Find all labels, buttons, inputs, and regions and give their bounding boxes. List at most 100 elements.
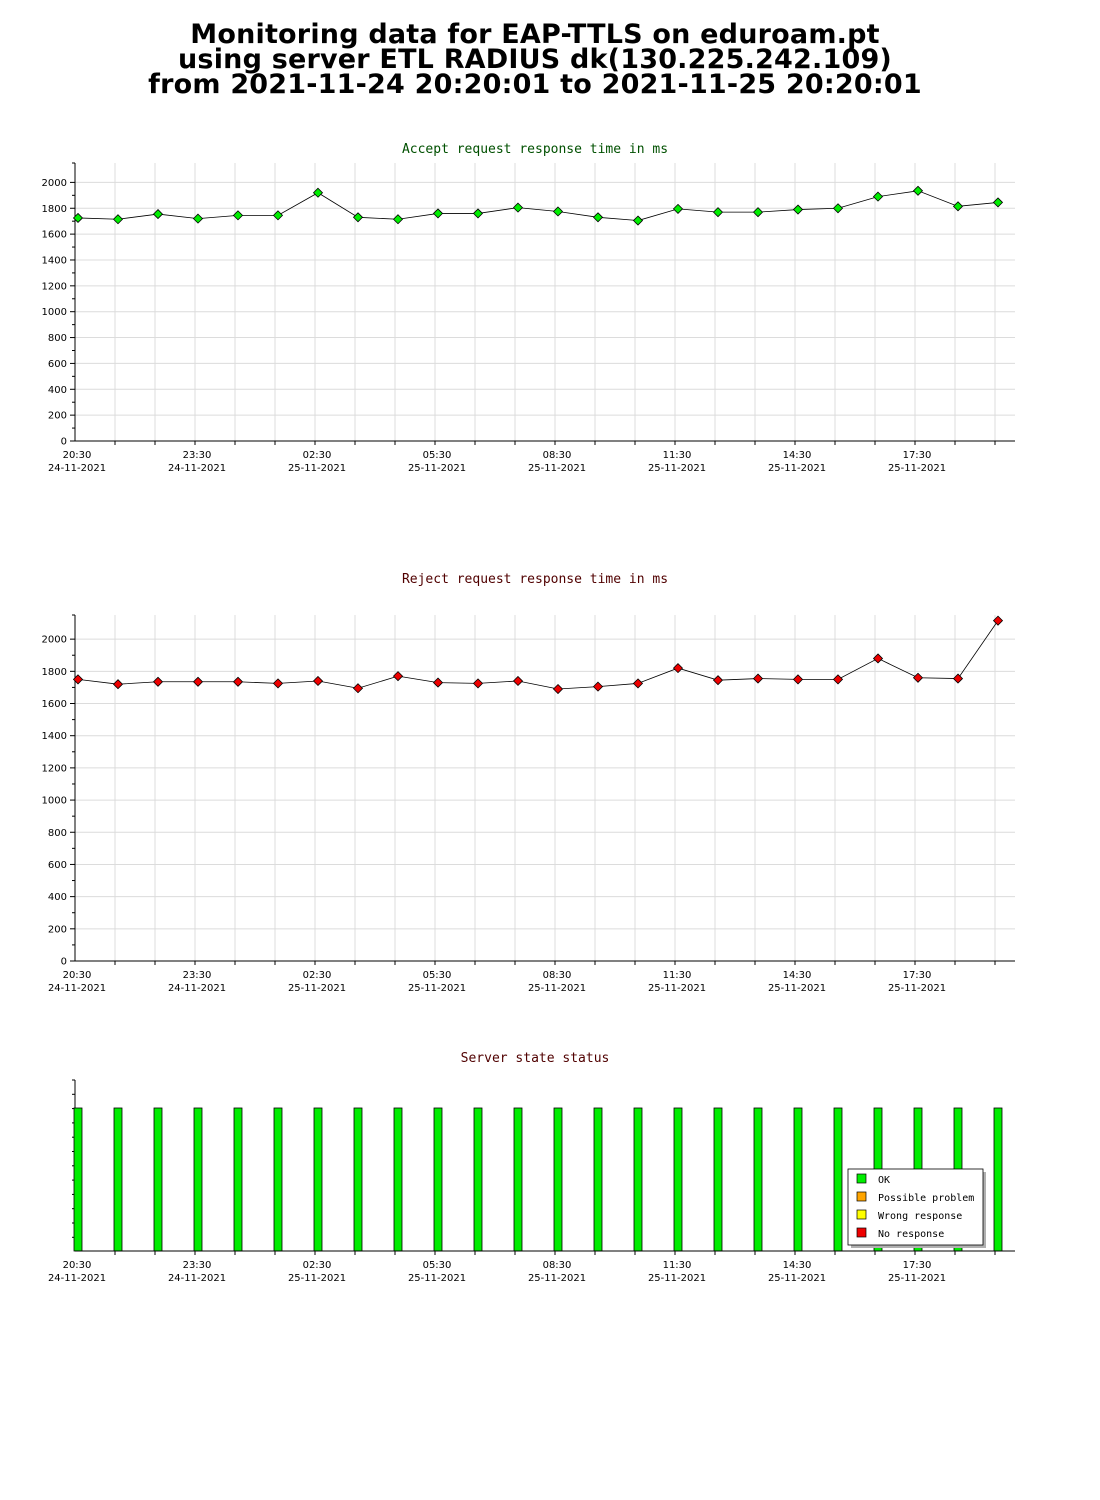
legend-swatch [856, 1209, 867, 1220]
data-point [152, 676, 164, 687]
x-tick-time: 14:30 [783, 1260, 812, 1271]
data-point [672, 203, 684, 214]
status-bar [193, 1107, 203, 1252]
data-point [792, 674, 804, 685]
data-point [312, 675, 324, 687]
data-point [992, 615, 1004, 626]
x-tick-date: 25-11-2021 [288, 983, 346, 994]
data-point [352, 212, 364, 223]
status-bar [113, 1107, 123, 1252]
reject-response-chart: Reject request response time in ms 0 200 40… [42, 572, 1015, 994]
data-point [672, 663, 684, 674]
x-tick-time: 05:30 [423, 970, 452, 981]
data-point [192, 213, 204, 224]
page-title: Monitoring data for EAP-TTLS on eduroam.… [0, 21, 1070, 98]
x-tick-time: 20:30 [63, 970, 92, 981]
status-bar [713, 1107, 723, 1252]
data-point [432, 677, 444, 688]
data-point [112, 679, 124, 690]
x-tick-time: 02:30 [303, 450, 332, 461]
y-tick-label: 800 [48, 828, 67, 839]
legend-swatch [856, 1191, 867, 1202]
data-point [912, 185, 924, 196]
y-tick-label: 1600 [42, 230, 67, 241]
data-point [232, 676, 244, 687]
status-bar [233, 1107, 243, 1252]
x-tick-time: 08:30 [543, 970, 572, 981]
y-tick-label: 1200 [42, 281, 67, 292]
data-point [872, 653, 884, 664]
data-point [472, 678, 484, 689]
x-tick-time: 14:30 [783, 450, 812, 461]
x-tick-date: 25-11-2021 [768, 1273, 826, 1284]
status-bar [273, 1107, 283, 1252]
y-tick-label: 1200 [42, 763, 67, 774]
data-point [232, 210, 244, 221]
x-tick-time: 17:30 [903, 970, 932, 981]
x-tick-time: 05:30 [423, 1260, 452, 1271]
status-bar [433, 1107, 443, 1252]
data-point [472, 208, 484, 219]
status-bar [473, 1107, 483, 1252]
x-tick-time: 11:30 [663, 450, 692, 461]
legend-label: Wrong response [878, 1211, 962, 1222]
chart-title: Reject request response time in ms [402, 572, 668, 587]
data-point [72, 212, 84, 224]
data-point [592, 681, 604, 692]
y-tick-label: 0 [61, 437, 67, 448]
y-tick-label: 0 [61, 957, 67, 968]
x-tick-date: 25-11-2021 [288, 463, 346, 474]
status-bar [633, 1107, 643, 1252]
x-tick-time: 11:30 [663, 1260, 692, 1271]
data-point [832, 674, 844, 685]
x-tick-time: 05:30 [423, 450, 452, 461]
x-tick-date: 25-11-2021 [528, 983, 586, 994]
status-bar [673, 1107, 683, 1252]
y-tick-label: 200 [48, 924, 67, 935]
x-tick-time: 17:30 [903, 1260, 932, 1271]
x-tick-date: 25-11-2021 [408, 1273, 466, 1284]
x-tick-date: 25-11-2021 [528, 463, 586, 474]
data-point [392, 671, 404, 682]
x-tick-date: 25-11-2021 [648, 463, 706, 474]
data-point [632, 678, 644, 689]
legend-label: OK [878, 1175, 890, 1186]
y-tick-label: 800 [48, 333, 67, 344]
accept-response-chart: Accept request response time in ms 0 200 40… [42, 142, 1015, 474]
x-tick-date: 25-11-2021 [528, 1273, 586, 1284]
server-status-chart: Server state status 20:30 24-11-2021 23:30 2… [48, 1051, 1015, 1284]
x-tick-date: 24-11-2021 [48, 1273, 106, 1284]
legend-box [847, 1168, 984, 1246]
data-point [792, 204, 804, 215]
status-bar [993, 1107, 1003, 1252]
x-tick-date: 25-11-2021 [888, 983, 946, 994]
x-tick-time: 23:30 [183, 970, 212, 981]
series-line [77, 620, 999, 690]
data-point [72, 674, 84, 685]
data-point [512, 202, 524, 213]
x-tick-date: 24-11-2021 [48, 983, 106, 994]
x-tick-time: 08:30 [543, 450, 572, 461]
x-tick-date: 25-11-2021 [408, 463, 466, 474]
x-tick-date: 25-11-2021 [288, 1273, 346, 1284]
x-tick-date: 25-11-2021 [408, 983, 466, 994]
status-bar [753, 1107, 763, 1252]
x-tick-time: 23:30 [183, 1260, 212, 1271]
x-tick-time: 20:30 [63, 1260, 92, 1271]
status-bar [153, 1107, 163, 1252]
data-point [312, 187, 324, 198]
status-bar [313, 1107, 323, 1252]
legend-swatch [856, 1227, 867, 1238]
data-point [832, 203, 844, 214]
data-point [752, 673, 764, 684]
x-tick-date: 24-11-2021 [168, 463, 226, 474]
status-bar [73, 1107, 83, 1252]
data-point [392, 214, 404, 225]
data-point [512, 675, 524, 687]
data-point [112, 214, 124, 225]
y-tick-label: 1600 [42, 699, 67, 710]
y-tick-label: 400 [48, 892, 67, 903]
data-point [152, 209, 164, 220]
x-tick-date: 25-11-2021 [648, 983, 706, 994]
legend-label: Possible problem [878, 1193, 974, 1204]
